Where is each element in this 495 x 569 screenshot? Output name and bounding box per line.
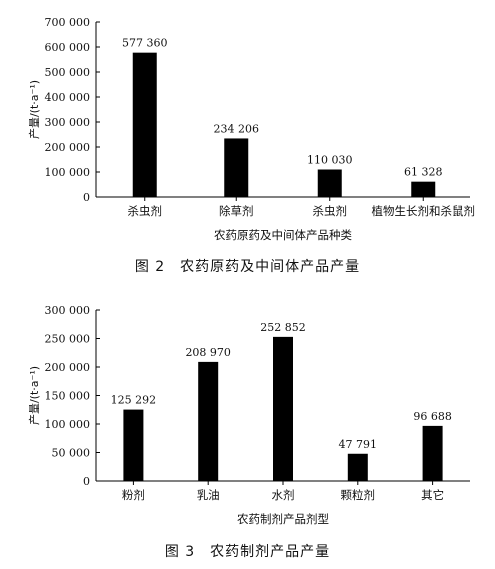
y-tick-label: 400 000 [45,91,91,104]
data-label: 125 292 [111,394,157,407]
y-tick-label: 500 000 [45,66,91,79]
data-label: 252 852 [260,321,306,334]
category-label: 除草剂 [219,204,254,218]
bar-chart-production-raw: 0 100 000 200 000 300 000 400 000 500 000 600 … [27,16,476,242]
y-tick-label: 50 000 [52,447,91,460]
data-label: 577 360 [122,37,168,50]
y-axis-label: 产量/(t·a⁻¹) [27,80,41,139]
category-label: 杀虫剂 [313,204,348,218]
data-label: 234 206 [214,122,260,135]
x-axis-label: 农药制剂产品剂型 [237,512,329,526]
chart-figure-2: 0 100 000 200 000 300 000 400 000 500 000 600 … [27,16,476,275]
data-label: 110 030 [307,153,353,166]
bar-chart-production-formulation: 0 50 000 100 000 150 000 200 000 250 000 300 0… [27,304,470,526]
y-tick-label: 0 [83,475,90,488]
y-tick-label: 250 000 [45,333,91,346]
category-label: 其它 [421,488,444,502]
category-label: 颗粒剂 [341,488,376,502]
data-label: 47 791 [339,438,378,451]
bar [317,169,342,197]
chart-figure-3: 0 50 000 100 000 150 000 200 000 250 000 300 0… [0,285,495,569]
data-label: 208 970 [185,346,231,359]
figure-caption: 图 2 农药原药及中间体产品产量 [134,259,361,275]
bar [123,409,144,481]
y-tick-label: 100 000 [45,418,91,431]
bar [132,52,157,197]
y-tick-label: 300 000 [45,116,91,129]
bar [347,453,368,481]
y-tick-label: 100 000 [45,166,91,179]
bar [411,181,436,197]
category-label: 水剂 [272,488,295,502]
y-tick-label: 200 000 [45,361,91,374]
y-tick-label: 300 000 [45,304,91,317]
bar [273,336,293,481]
y-tick-label: 200 000 [45,141,91,154]
x-axis-label: 农药原药及中间体产品种类 [214,228,352,242]
bar [422,425,443,481]
category-label: 粉剂 [122,488,145,502]
y-tick-label: 0 [83,191,90,204]
y-axis-label: 产量/(t·a⁻¹) [27,366,41,425]
bar [198,361,219,481]
category-label: 植物生长剂和杀鼠剂 [372,204,476,218]
y-tick-label: 150 000 [45,390,91,403]
y-tick-label: 700 000 [45,16,91,29]
category-label: 乳油 [197,488,220,502]
data-label: 96 688 [413,410,452,423]
bar [224,138,249,197]
y-tick-label: 600 000 [45,41,91,54]
category-label: 杀虫剂 [128,204,163,218]
data-label: 61 328 [404,166,443,179]
figure-caption: 图 3 农药制剂产品产量 [164,544,331,560]
